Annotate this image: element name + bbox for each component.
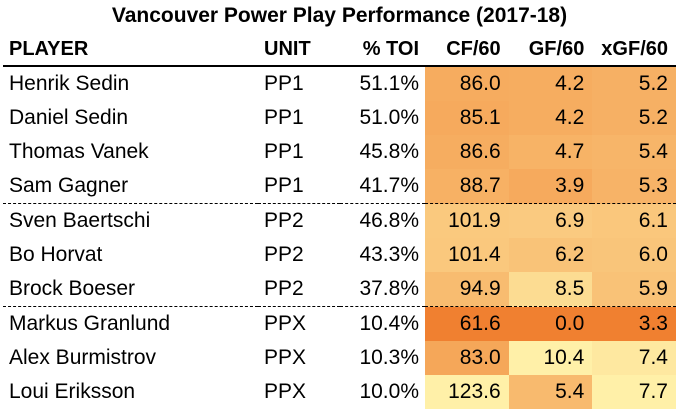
cell-cf60: 61.6 (425, 306, 509, 341)
cell-toi: 41.7% (340, 169, 425, 204)
table-row: Alex Burmistrov PPX 10.3% 83.0 10.4 7.4 (3, 341, 676, 375)
cell-cf60: 101.9 (425, 203, 509, 238)
cell-toi: 51.0% (359, 106, 419, 129)
power-play-table: PLAYER UNIT % TOI CF/60 GF/60 xGF/60 Hen… (3, 33, 676, 409)
chart-title: Vancouver Power Play Performance (2017-1… (111, 4, 568, 27)
cell-player: Markus Granlund (9, 312, 171, 335)
cell-player: Henrik Sedin (9, 72, 130, 95)
cell-toi: 51.1% (359, 72, 419, 95)
cell-toi: 43.3% (359, 243, 419, 266)
cell-toi: 45.8% (359, 140, 419, 163)
cell-unit: PPX (264, 346, 307, 369)
cell-cf60: 101.4 (425, 238, 509, 272)
cell-gf60: 0.0 (508, 306, 593, 341)
table-row: Bo Horvat PP2 43.3% 101.4 6.2 6.0 (3, 238, 676, 272)
cell-player: Alex Burmistrov (9, 346, 157, 369)
cell-unit: PPX (264, 380, 307, 403)
header-gf60: GF/60 (508, 33, 593, 67)
cell-gf60: 8.5 (508, 272, 593, 307)
cell-unit: PP1 (264, 72, 304, 95)
cell-xgf60: 5.4 (592, 135, 676, 169)
cell-unit: PP1 (264, 106, 304, 129)
cell-unit: PPX (264, 312, 307, 335)
cell-player: Sam Gagner (3, 169, 258, 204)
cell-xgf60: 5.2 (592, 101, 676, 135)
cell-xgf60: 5.9 (592, 272, 676, 307)
header-player: PLAYER (3, 33, 258, 67)
cell-cf60: 85.1 (425, 101, 509, 135)
table-row: Thomas Vanek PP1 45.8% 86.6 4.7 5.4 (3, 135, 676, 169)
cell-unit: PP2 (264, 243, 304, 266)
table-body: Henrik Sedin PP1 51.1% 86.0 4.2 5.2 Daniel Sed… (3, 66, 676, 409)
cell-player: Brock Boeser (3, 272, 258, 307)
table-row: Loui Eriksson PPX 10.0% 123.6 5.4 7.7 (3, 375, 676, 409)
cell-unit: PP1 (264, 140, 304, 163)
cell-toi: 46.8% (359, 209, 419, 232)
cell-gf60: 4.2 (508, 66, 593, 101)
cell-xgf60: 5.3 (592, 169, 676, 204)
cell-gf60: 4.7 (508, 135, 593, 169)
cell-xgf60: 3.3 (592, 306, 676, 341)
cell-cf60: 86.0 (425, 66, 509, 101)
cell-player: Loui Eriksson (9, 380, 136, 403)
cell-gf60: 5.4 (508, 375, 593, 409)
cell-gf60: 10.4 (508, 341, 593, 375)
cell-toi: 10.0% (359, 380, 419, 403)
header-unit: UNIT (258, 33, 340, 67)
cell-xgf60: 7.7 (592, 375, 676, 409)
cell-player: Sven Baertschi (9, 209, 151, 232)
cell-cf60: 86.6 (425, 135, 509, 169)
table-row: Sven Baertschi PP2 46.8% 101.9 6.9 6.1 (3, 203, 676, 238)
cell-unit: PP2 (264, 209, 304, 232)
cell-cf60: 83.0 (425, 341, 509, 375)
cell-toi: 10.4% (359, 312, 419, 335)
header-toi: % TOI (340, 33, 425, 67)
cell-cf60: 88.7 (425, 169, 509, 204)
cell-cf60: 123.6 (425, 375, 509, 409)
cell-gf60: 6.9 (508, 203, 593, 238)
cell-player: Thomas Vanek (9, 140, 149, 163)
table-row: Daniel Sedin PP1 51.0% 85.1 4.2 5.2 (3, 101, 676, 135)
cell-gf60: 4.2 (508, 101, 593, 135)
cell-toi: 37.8% (340, 272, 425, 307)
cell-player: Bo Horvat (9, 243, 103, 266)
cell-xgf60: 6.1 (592, 203, 676, 238)
table-row: Sam Gagner PP1 41.7% 88.7 3.9 5.3 (3, 169, 676, 204)
cell-unit: PP2 (258, 272, 340, 307)
cell-xgf60: 6.0 (592, 238, 676, 272)
cell-gf60: 6.2 (508, 238, 593, 272)
cell-toi: 10.3% (359, 346, 419, 369)
cell-xgf60: 5.2 (592, 66, 676, 101)
table-row: Markus Granlund PPX 10.4% 61.6 0.0 3.3 (3, 306, 676, 341)
table-row: Henrik Sedin PP1 51.1% 86.0 4.2 5.2 (3, 66, 676, 101)
cell-xgf60: 7.4 (592, 341, 676, 375)
header-xgf60: xGF/60 (592, 33, 676, 67)
header-row: PLAYER UNIT % TOI CF/60 GF/60 xGF/60 (3, 33, 676, 67)
cell-unit: PP1 (258, 169, 340, 204)
header-cf60: CF/60 (425, 33, 509, 67)
table-row: Brock Boeser PP2 37.8% 94.9 8.5 5.9 (3, 272, 676, 307)
cell-cf60: 94.9 (425, 272, 509, 307)
cell-gf60: 3.9 (508, 169, 593, 204)
cell-player: Daniel Sedin (9, 106, 129, 129)
